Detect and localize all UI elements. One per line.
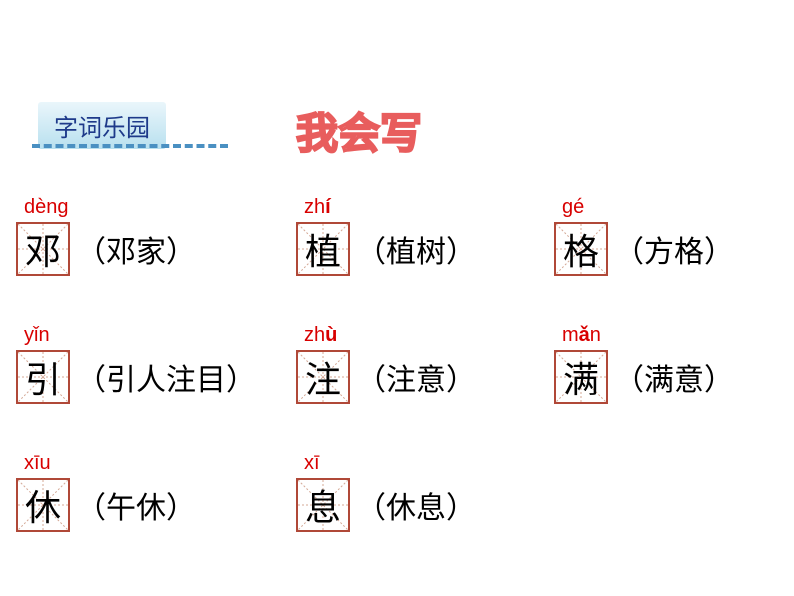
pinyin-label: dèng bbox=[24, 196, 69, 220]
pinyin-label: zhù bbox=[304, 324, 337, 348]
char-row: 注 （注意） bbox=[296, 350, 476, 404]
pinyin-label: mǎn bbox=[562, 324, 601, 348]
char-row: 格 （方格） bbox=[554, 222, 734, 276]
char-entry: mǎn 满 （满意） bbox=[554, 324, 734, 404]
main-title: 我会写 bbox=[296, 100, 422, 161]
writing-grid: 满 bbox=[554, 350, 608, 404]
pinyin-label: zhí bbox=[304, 196, 331, 220]
writing-grid: 引 bbox=[16, 350, 70, 404]
char-row: 植 （植树） bbox=[296, 222, 476, 276]
pinyin-label: yǐn bbox=[24, 324, 50, 348]
section-label: 字词乐园 bbox=[38, 102, 166, 149]
example-word: （植树） bbox=[356, 227, 476, 271]
example-word: （方格） bbox=[614, 227, 734, 271]
char-row: 引 （引人注目） bbox=[16, 350, 256, 404]
character: 满 bbox=[563, 351, 599, 403]
section-label-text: 字词乐园 bbox=[54, 116, 150, 142]
char-entry: gé 格 （方格） bbox=[554, 196, 734, 276]
char-row: 休 （午休） bbox=[16, 478, 196, 532]
char-entry: zhí 植 （植树） bbox=[296, 196, 476, 276]
char-entry: dèng 邓 （邓家） bbox=[16, 196, 196, 276]
writing-grid: 植 bbox=[296, 222, 350, 276]
writing-grid: 格 bbox=[554, 222, 608, 276]
section-underline bbox=[32, 144, 228, 148]
char-entry: yǐn 引 （引人注目） bbox=[16, 324, 256, 404]
character: 引 bbox=[25, 351, 61, 403]
writing-grid: 息 bbox=[296, 478, 350, 532]
char-row: 邓 （邓家） bbox=[16, 222, 196, 276]
character: 注 bbox=[305, 351, 341, 403]
pinyin-label: xīu bbox=[24, 452, 51, 476]
pinyin-label: xī bbox=[304, 452, 320, 476]
character: 植 bbox=[305, 223, 341, 275]
example-word: （邓家） bbox=[76, 227, 196, 271]
character: 邓 bbox=[25, 223, 61, 275]
character: 息 bbox=[305, 479, 341, 531]
char-row: 息 （休息） bbox=[296, 478, 476, 532]
example-word: （午休） bbox=[76, 483, 196, 527]
example-word: （休息） bbox=[356, 483, 476, 527]
char-entry: zhù 注 （注意） bbox=[296, 324, 476, 404]
example-word: （引人注目） bbox=[76, 355, 256, 399]
main-title-text: 我会写 bbox=[296, 112, 422, 158]
writing-grid: 注 bbox=[296, 350, 350, 404]
character: 格 bbox=[563, 223, 599, 275]
char-row: 满 （满意） bbox=[554, 350, 734, 404]
pinyin-label: gé bbox=[562, 196, 584, 220]
character: 休 bbox=[25, 479, 61, 531]
example-word: （满意） bbox=[614, 355, 734, 399]
writing-grid: 邓 bbox=[16, 222, 70, 276]
example-word: （注意） bbox=[356, 355, 476, 399]
char-entry: xī 息 （休息） bbox=[296, 452, 476, 532]
writing-grid: 休 bbox=[16, 478, 70, 532]
char-entry: xīu 休 （午休） bbox=[16, 452, 196, 532]
